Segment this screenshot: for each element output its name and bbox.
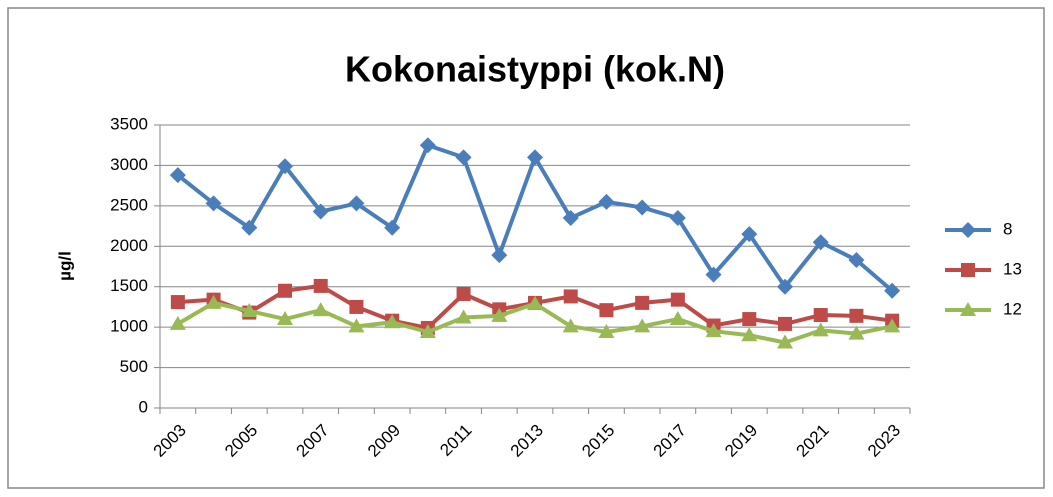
y-tick-label: 3500 bbox=[110, 114, 148, 133]
marker bbox=[849, 308, 864, 323]
marker bbox=[205, 195, 222, 212]
marker bbox=[456, 286, 471, 301]
marker bbox=[884, 318, 901, 333]
marker bbox=[634, 199, 651, 216]
marker bbox=[169, 167, 186, 184]
legend-marker bbox=[961, 263, 975, 277]
marker bbox=[312, 302, 329, 317]
marker bbox=[170, 295, 185, 310]
y-tick-label: 1500 bbox=[110, 276, 148, 295]
marker bbox=[778, 316, 792, 331]
marker bbox=[384, 314, 401, 329]
legend-marker bbox=[960, 302, 976, 316]
marker bbox=[562, 209, 579, 226]
marker bbox=[349, 299, 364, 314]
marker bbox=[634, 318, 651, 333]
marker bbox=[312, 203, 329, 220]
chart-title: Kokonaistyppi (kok.N) bbox=[345, 49, 725, 90]
legend-label: 12 bbox=[1003, 299, 1022, 318]
marker bbox=[491, 307, 508, 322]
marker bbox=[419, 137, 436, 154]
legend-label: 8 bbox=[1003, 219, 1012, 238]
marker bbox=[455, 309, 472, 324]
y-tick-label: 3000 bbox=[110, 155, 148, 174]
marker bbox=[348, 318, 365, 333]
marker bbox=[313, 278, 328, 293]
marker bbox=[812, 234, 829, 251]
y-tick-label: 2500 bbox=[110, 195, 148, 214]
y-tick-label: 1000 bbox=[110, 317, 148, 336]
marker bbox=[813, 308, 828, 323]
marker bbox=[669, 209, 686, 226]
marker bbox=[812, 322, 829, 337]
marker bbox=[455, 149, 472, 166]
marker bbox=[599, 303, 614, 318]
marker bbox=[527, 149, 543, 166]
y-tick-label: 0 bbox=[139, 397, 148, 416]
marker bbox=[348, 195, 365, 212]
marker bbox=[742, 312, 757, 327]
marker bbox=[670, 292, 685, 307]
marker bbox=[848, 252, 865, 269]
marker bbox=[598, 323, 615, 338]
marker bbox=[777, 334, 793, 349]
marker bbox=[241, 219, 258, 236]
marker bbox=[598, 193, 615, 210]
y-tick-label: 500 bbox=[120, 357, 148, 376]
marker bbox=[169, 315, 186, 330]
marker bbox=[384, 219, 401, 236]
legend-label: 13 bbox=[1003, 259, 1022, 278]
marker bbox=[278, 283, 292, 298]
marker bbox=[527, 295, 543, 310]
y-tick-label: 2000 bbox=[110, 236, 148, 255]
marker bbox=[491, 247, 508, 264]
marker bbox=[562, 318, 579, 333]
marker bbox=[563, 289, 578, 304]
marker bbox=[277, 158, 293, 175]
marker bbox=[419, 323, 436, 338]
marker bbox=[741, 226, 758, 243]
marker bbox=[705, 266, 722, 283]
legend-marker bbox=[960, 222, 976, 238]
marker bbox=[884, 282, 901, 299]
marker bbox=[848, 325, 865, 340]
marker bbox=[241, 302, 258, 317]
marker bbox=[669, 311, 686, 326]
marker bbox=[277, 311, 293, 326]
y-axis-label: µg/l bbox=[55, 251, 74, 281]
marker bbox=[205, 294, 222, 309]
marker bbox=[705, 323, 722, 338]
marker bbox=[635, 295, 650, 310]
marker bbox=[741, 327, 758, 342]
marker bbox=[777, 278, 793, 295]
